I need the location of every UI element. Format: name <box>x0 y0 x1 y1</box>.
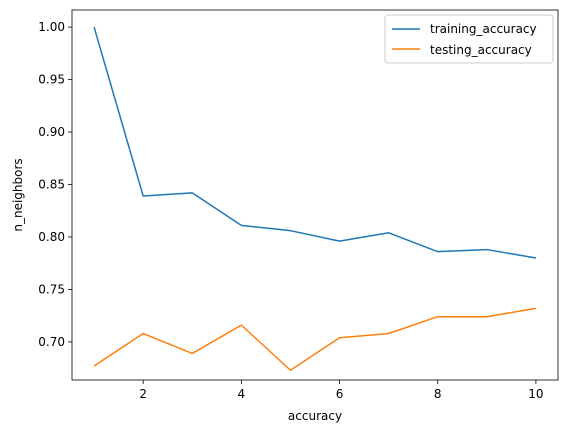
axes-frame <box>71 9 559 381</box>
legend-label-training: training_accuracy <box>430 22 537 36</box>
x-tick-label: 8 <box>434 387 442 401</box>
x-tick-label: 2 <box>139 387 147 401</box>
x-tick-label: 10 <box>528 387 543 401</box>
y-tick-label: 0.95 <box>38 73 65 87</box>
legend-label-testing: testing_accuracy <box>430 43 532 57</box>
series-line-training_accuracy <box>93 26 537 259</box>
y-tick-label: 0.75 <box>38 282 65 296</box>
x-tick-label: 4 <box>238 387 246 401</box>
x-axis-ticks: 2 4 6 8 10 <box>139 380 544 401</box>
x-tick-label: 6 <box>336 387 344 401</box>
x-axis-label: accuracy <box>288 409 342 423</box>
y-axis-ticks: 0.70 0.75 0.80 0.85 0.90 0.95 1.00 <box>38 20 72 349</box>
plot-area <box>93 26 537 371</box>
legend: training_accuracy testing_accuracy <box>384 14 554 64</box>
y-tick-label: 1.00 <box>38 20 65 34</box>
y-tick-label: 0.85 <box>38 178 65 192</box>
y-tick-label: 0.80 <box>38 230 65 244</box>
y-axis-label: n_neighbors <box>11 158 25 231</box>
legend-box <box>384 14 554 64</box>
series-line-testing_accuracy <box>93 307 537 371</box>
y-tick-label: 0.70 <box>38 335 65 349</box>
y-tick-label: 0.90 <box>38 125 65 139</box>
